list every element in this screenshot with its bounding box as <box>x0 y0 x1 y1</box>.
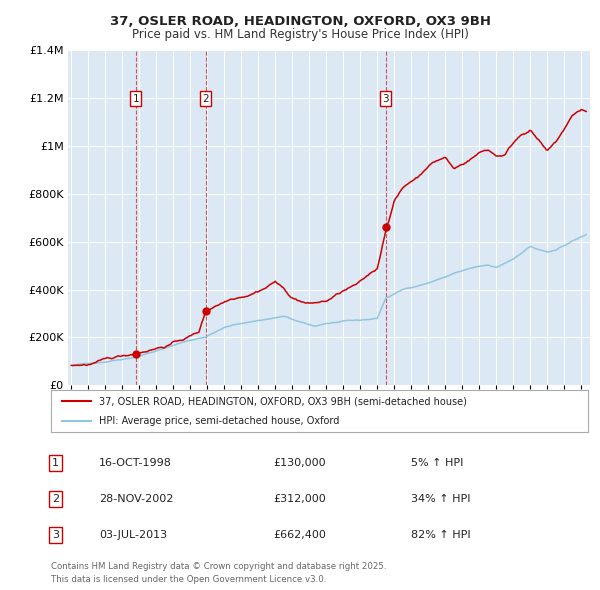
Text: 28-NOV-2002: 28-NOV-2002 <box>99 494 173 504</box>
Text: 37, OSLER ROAD, HEADINGTON, OXFORD, OX3 9BH (semi-detached house): 37, OSLER ROAD, HEADINGTON, OXFORD, OX3 … <box>100 396 467 407</box>
Text: 03-JUL-2013: 03-JUL-2013 <box>99 530 167 540</box>
Text: 2: 2 <box>202 94 209 104</box>
Text: 1: 1 <box>52 458 59 468</box>
Text: 37, OSLER ROAD, HEADINGTON, OXFORD, OX3 9BH: 37, OSLER ROAD, HEADINGTON, OXFORD, OX3 … <box>110 15 491 28</box>
Text: 3: 3 <box>52 530 59 540</box>
Text: 5% ↑ HPI: 5% ↑ HPI <box>411 458 463 468</box>
Text: 16-OCT-1998: 16-OCT-1998 <box>99 458 172 468</box>
Text: HPI: Average price, semi-detached house, Oxford: HPI: Average price, semi-detached house,… <box>100 416 340 425</box>
Text: £662,400: £662,400 <box>273 530 326 540</box>
Text: 1: 1 <box>133 94 139 104</box>
Text: 3: 3 <box>382 94 389 104</box>
Text: This data is licensed under the Open Government Licence v3.0.: This data is licensed under the Open Gov… <box>51 575 326 584</box>
Text: £312,000: £312,000 <box>273 494 326 504</box>
Text: Price paid vs. HM Land Registry's House Price Index (HPI): Price paid vs. HM Land Registry's House … <box>131 28 469 41</box>
Text: 34% ↑ HPI: 34% ↑ HPI <box>411 494 470 504</box>
Text: £130,000: £130,000 <box>273 458 326 468</box>
Text: Contains HM Land Registry data © Crown copyright and database right 2025.: Contains HM Land Registry data © Crown c… <box>51 562 386 571</box>
Text: 82% ↑ HPI: 82% ↑ HPI <box>411 530 470 540</box>
Text: 2: 2 <box>52 494 59 504</box>
